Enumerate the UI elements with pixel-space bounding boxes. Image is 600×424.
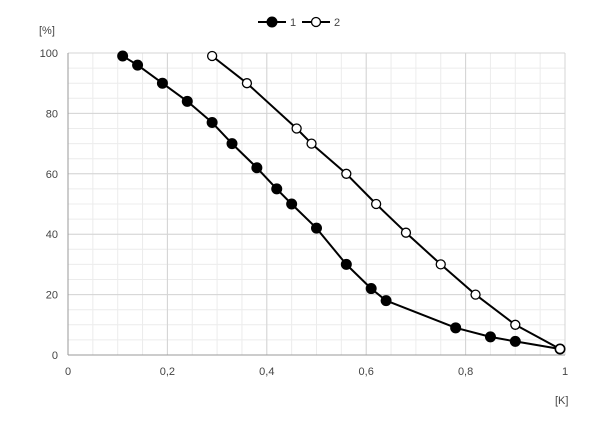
- data-point: [241, 78, 253, 89]
- data-point: [340, 258, 352, 270]
- data-point: [181, 95, 193, 107]
- x-tick-label: 0,4: [259, 366, 274, 378]
- data-point: [484, 331, 496, 343]
- series-layer: [117, 50, 566, 355]
- grid: [67, 52, 566, 356]
- data-point: [306, 138, 317, 149]
- x-tick-label: 1: [562, 366, 568, 378]
- data-point: [341, 168, 352, 179]
- data-point: [554, 343, 566, 355]
- data-point: [132, 59, 144, 71]
- y-tick-label: 80: [46, 108, 58, 120]
- data-point: [509, 335, 521, 347]
- x-tick-label: 0,2: [160, 366, 175, 378]
- y-tick-label: 40: [46, 229, 58, 241]
- data-point: [117, 50, 129, 62]
- y-tick-label: 100: [40, 48, 58, 60]
- data-point: [435, 259, 446, 270]
- legend-item-1: 1: [258, 16, 296, 29]
- data-point: [226, 138, 238, 150]
- data-point: [380, 295, 392, 307]
- data-point: [370, 198, 382, 210]
- x-tick-label: 0,8: [458, 366, 473, 378]
- legend-item-2: 2: [302, 16, 340, 29]
- data-point: [251, 162, 263, 174]
- x-tick-label: 0: [65, 366, 71, 378]
- axes: 0 0,2 0,4 0,6 0,8 1 0 20 40 60 80 100: [40, 48, 568, 378]
- data-point: [156, 77, 168, 89]
- y-tick-label: 60: [46, 169, 58, 181]
- data-point: [291, 123, 302, 134]
- data-point: [206, 50, 218, 62]
- series-2: [206, 50, 566, 355]
- y-tick-label: 20: [46, 290, 58, 302]
- data-point: [271, 183, 283, 195]
- legend-marker: [266, 16, 278, 28]
- legend-label: 2: [334, 17, 340, 29]
- x-tick-label: 0,6: [359, 366, 374, 378]
- data-point: [400, 227, 412, 238]
- data-point: [206, 116, 218, 128]
- legend-label: 1: [290, 17, 296, 29]
- data-point: [470, 289, 481, 300]
- y-axis-unit: [%]: [39, 25, 55, 37]
- y-tick-label: 0: [52, 350, 58, 362]
- series-1: [117, 50, 566, 355]
- data-point: [365, 283, 377, 295]
- x-axis-unit: [K]: [555, 395, 568, 407]
- data-point: [311, 222, 322, 234]
- legend-marker: [310, 16, 322, 28]
- data-point: [450, 322, 462, 334]
- data-point: [286, 198, 298, 210]
- data-point: [510, 319, 521, 330]
